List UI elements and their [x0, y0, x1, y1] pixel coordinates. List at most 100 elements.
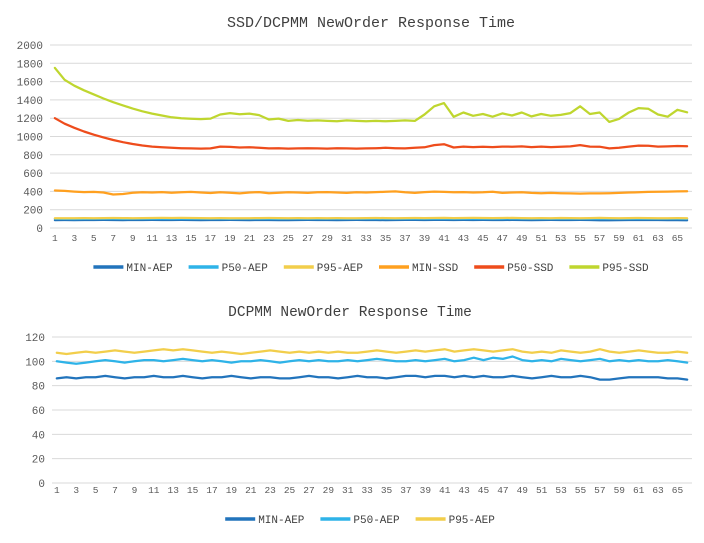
y-tick-label: 20	[32, 455, 45, 467]
x-tick-label: 55	[574, 233, 586, 244]
x-tick-label: 51	[536, 485, 548, 496]
x-tick-label: 37	[399, 233, 410, 244]
legend-label-min-ssd: MIN-SSD	[412, 263, 459, 275]
x-tick-label: 29	[323, 485, 335, 496]
x-tick-label: 33	[361, 485, 373, 496]
x-tick-label: 53	[555, 485, 567, 496]
y-tick-label: 2000	[17, 41, 43, 53]
x-tick-label: 25	[283, 233, 295, 244]
x-tick-label: 49	[516, 233, 528, 244]
x-tick-label: 43	[458, 485, 470, 496]
chart-title: SSD/DCPMM NewOrder Response Time	[227, 15, 515, 32]
y-tick-label: 600	[23, 169, 43, 181]
x-tick-label: 61	[633, 233, 645, 244]
x-tick-label: 63	[652, 233, 664, 244]
y-tick-label: 60	[32, 406, 45, 418]
x-tick-label: 51	[536, 233, 548, 244]
y-tick-label: 1000	[17, 133, 43, 145]
x-tick-label: 15	[185, 233, 197, 244]
x-tick-label: 65	[672, 233, 684, 244]
legend-label-min-aep: MIN-AEP	[126, 263, 173, 275]
legend-label-min-aep: MIN-AEP	[258, 515, 305, 527]
x-tick-label: 39	[420, 485, 432, 496]
y-tick-label: 120	[25, 333, 45, 345]
x-tick-label: 29	[322, 233, 334, 244]
x-tick-label: 1	[52, 233, 58, 244]
x-tick-label: 59	[614, 485, 626, 496]
x-tick-label: 49	[517, 485, 529, 496]
x-tick-label: 35	[380, 233, 392, 244]
x-tick-label: 47	[497, 485, 508, 496]
series-line-p50-ssd	[53, 117, 689, 150]
x-tick-label: 17	[206, 485, 217, 496]
x-tick-label: 47	[497, 233, 508, 244]
x-tick-label: 1	[54, 485, 60, 496]
x-tick-label: 65	[672, 485, 684, 496]
x-tick-label: 27	[303, 485, 314, 496]
x-tick-label: 7	[110, 233, 116, 244]
y-tick-label: 1800	[17, 59, 43, 71]
y-tick-label: 800	[23, 151, 43, 163]
series-line-p95-ssd	[53, 66, 689, 124]
x-tick-label: 31	[342, 485, 354, 496]
x-tick-label: 19	[226, 485, 238, 496]
y-tick-label: 80	[32, 382, 45, 394]
x-tick-label: 45	[478, 485, 490, 496]
legend-label-p95-aep: P95-AEP	[449, 515, 496, 527]
x-tick-label: 23	[264, 485, 276, 496]
chart-ssd-dcpmm-response-time: SSD/DCPMM NewOrder Response Time 0 200 400 6…	[17, 15, 692, 275]
series-line-p50-aep	[55, 355, 689, 365]
x-tick-label: 25	[284, 485, 296, 496]
legend-label-p50-aep: P50-AEP	[222, 263, 269, 275]
x-tick-label: 5	[93, 485, 99, 496]
x-tick-label: 57	[594, 485, 605, 496]
x-tick-label: 23	[263, 233, 275, 244]
legend-label-p95-aep: P95-AEP	[317, 263, 364, 275]
y-tick-label: 100	[25, 357, 45, 369]
x-tick-label: 15	[187, 485, 199, 496]
legend-label-p50-ssd: P50-SSD	[507, 263, 554, 275]
x-tick-label: 13	[166, 233, 178, 244]
y-tick-label: 1400	[17, 96, 43, 108]
x-tick-label: 53	[555, 233, 567, 244]
x-tick-label: 61	[633, 485, 645, 496]
x-tick-label: 13	[168, 485, 180, 496]
x-tick-label: 11	[148, 485, 160, 496]
y-tick-label: 0	[38, 479, 45, 491]
x-tick-label: 19	[224, 233, 236, 244]
x-tick-label: 17	[205, 233, 216, 244]
x-tick-label: 55	[575, 485, 587, 496]
x-tick-label: 5	[91, 233, 97, 244]
x-tick-label: 57	[594, 233, 605, 244]
x-tick-label: 21	[244, 233, 256, 244]
x-tick-label: 3	[71, 233, 77, 244]
y-tick-label: 40	[32, 430, 45, 442]
x-tick-label: 43	[458, 233, 470, 244]
x-tick-label: 21	[245, 485, 257, 496]
legend-label-p50-aep: P50-AEP	[353, 515, 400, 527]
x-tick-label: 63	[652, 485, 664, 496]
x-tick-label: 7	[112, 485, 118, 496]
x-tick-label: 39	[419, 233, 431, 244]
x-tick-label: 3	[73, 485, 79, 496]
legend-label-p95-ssd: P95-SSD	[602, 263, 649, 275]
chart-dcpmm-response-time: DCPMM NewOrder Response Time 0 20 40 60 80 100…	[25, 305, 692, 527]
x-tick-label: 45	[477, 233, 489, 244]
x-tick-label: 41	[438, 233, 450, 244]
x-tick-label: 35	[381, 485, 393, 496]
y-tick-label: 400	[23, 187, 43, 199]
y-tick-label: 1600	[17, 78, 43, 90]
chart-title: DCPMM NewOrder Response Time	[228, 305, 472, 321]
x-tick-label: 37	[400, 485, 411, 496]
series-line-min-aep	[55, 374, 689, 381]
x-tick-label: 41	[439, 485, 451, 496]
x-tick-label: 59	[613, 233, 625, 244]
series-line-p95-aep	[55, 348, 689, 356]
y-tick-label: 0	[36, 224, 43, 236]
x-tick-label: 9	[132, 485, 138, 496]
x-tick-label: 9	[130, 233, 136, 244]
x-tick-label: 27	[302, 233, 313, 244]
y-tick-label: 200	[23, 206, 43, 218]
series-line-min-ssd	[53, 189, 689, 196]
